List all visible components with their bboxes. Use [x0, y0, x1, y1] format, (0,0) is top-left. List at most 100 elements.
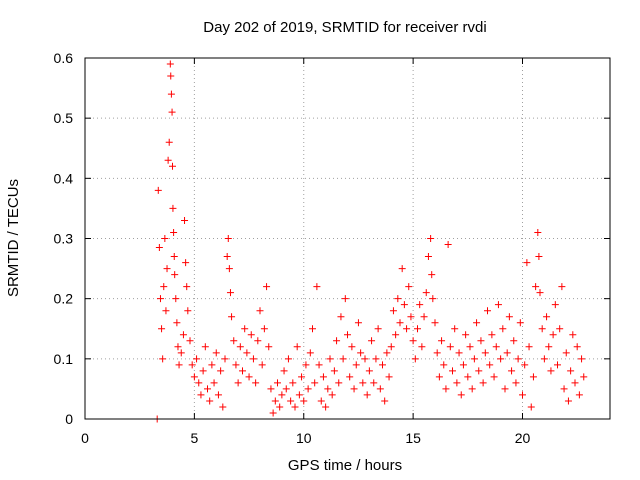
data-point: [519, 391, 526, 399]
data-point: [385, 373, 393, 381]
data-point: [569, 331, 577, 339]
data-point: [284, 355, 292, 363]
data-point: [558, 283, 566, 291]
data-point: [265, 343, 273, 351]
data-point: [411, 355, 419, 363]
data-point: [521, 361, 529, 369]
data-point: [230, 337, 238, 345]
data-point: [389, 307, 397, 315]
data-point: [223, 253, 231, 261]
y-tick-labels: 0 0.1 0.2 0.3 0.4 0.5 0.6: [54, 50, 74, 427]
data-point: [330, 367, 338, 375]
data-point: [564, 397, 572, 405]
data-point: [182, 259, 190, 267]
data-point: [168, 108, 176, 116]
data-point: [440, 361, 448, 369]
data-point: [368, 337, 376, 345]
x-tick-label: 20: [515, 430, 531, 446]
data-point: [379, 361, 386, 369]
y-tick-label: 0: [65, 411, 73, 427]
data-point: [171, 271, 179, 279]
data-point: [492, 343, 500, 351]
data-point: [226, 289, 234, 297]
data-point: [446, 343, 454, 351]
data-point: [225, 265, 233, 273]
y-tick-label: 0.5: [54, 110, 74, 126]
data-point: [398, 265, 406, 273]
data-point: [525, 343, 533, 351]
data-point: [309, 325, 316, 333]
data-point: [177, 349, 185, 357]
data-point: [505, 313, 513, 321]
data-point: [199, 367, 207, 375]
data-point: [184, 307, 192, 315]
data-point: [455, 349, 463, 357]
data-point: [306, 349, 314, 357]
data-point: [252, 379, 260, 387]
data-point: [210, 379, 218, 387]
data-point: [372, 355, 380, 363]
data-point: [383, 349, 391, 357]
data-point: [302, 361, 310, 369]
data-point: [256, 307, 264, 315]
data-point: [580, 373, 588, 381]
data-point: [449, 367, 456, 375]
data-point: [429, 295, 437, 303]
data-point: [431, 319, 439, 327]
data-point: [287, 397, 295, 405]
data-point: [529, 373, 537, 381]
data-point: [535, 253, 543, 261]
data-point: [159, 355, 167, 363]
data-point: [319, 373, 327, 381]
data-point: [241, 325, 249, 333]
data-point: [162, 307, 170, 315]
data-point: [451, 325, 459, 333]
data-point: [344, 331, 351, 339]
data-point: [562, 349, 570, 357]
data-point: [276, 403, 284, 411]
data-point: [387, 343, 395, 351]
data-point: [169, 204, 177, 212]
data-point: [335, 379, 343, 387]
x-tick-label: 10: [296, 430, 312, 446]
data-point: [304, 385, 312, 393]
data-point: [567, 367, 575, 375]
data-point: [247, 331, 255, 339]
data-point: [420, 313, 428, 321]
data-point: [169, 162, 176, 170]
data-point: [527, 403, 535, 411]
data-point: [407, 313, 415, 321]
data-point: [516, 319, 524, 327]
axis-ticks: [84, 57, 610, 420]
x-tick-label: 15: [405, 430, 421, 446]
data-point: [206, 397, 214, 405]
data-point: [208, 361, 216, 369]
data-point: [333, 337, 341, 345]
data-point: [405, 283, 413, 291]
data-point: [499, 325, 507, 333]
data-point: [396, 319, 404, 327]
data-point: [470, 355, 478, 363]
data-point: [271, 397, 279, 405]
data-point: [337, 313, 345, 321]
data-point: [183, 283, 191, 291]
data-point: [254, 337, 262, 345]
data-point: [556, 325, 564, 333]
data-point: [326, 355, 334, 363]
y-tick-label: 0.4: [54, 170, 74, 186]
data-point: [274, 379, 281, 387]
data-point: [457, 391, 465, 399]
data-point: [370, 379, 378, 387]
data-point: [477, 337, 485, 345]
data-point: [315, 361, 323, 369]
data-point: [575, 391, 583, 399]
data-point: [573, 343, 581, 351]
x-tick-labels: 0 5 10 15 20: [81, 430, 530, 446]
data-point: [293, 343, 301, 351]
data-point: [444, 241, 452, 249]
data-point: [282, 385, 290, 393]
data-point: [508, 367, 516, 375]
data-point: [317, 397, 325, 405]
data-point: [346, 373, 354, 381]
data-point: [392, 331, 400, 339]
